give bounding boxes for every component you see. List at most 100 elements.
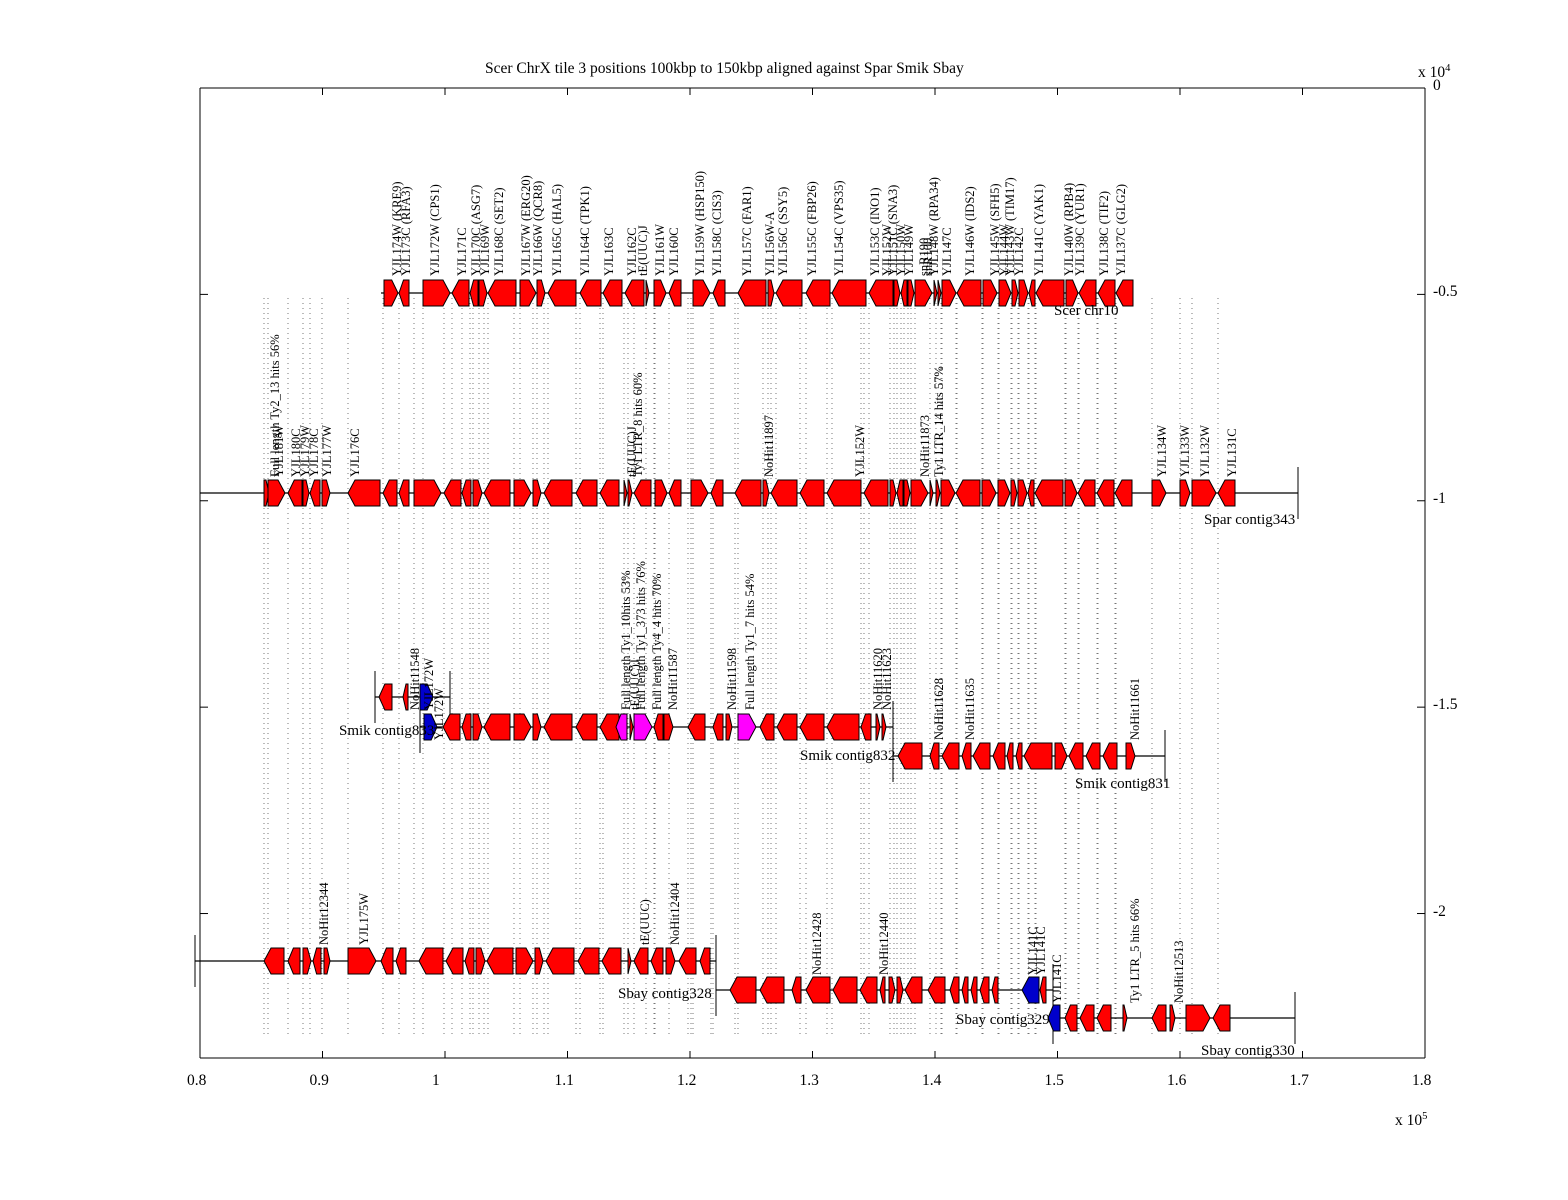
gene-arrow[interactable] <box>1125 742 1136 770</box>
gene-arrow[interactable] <box>461 713 472 741</box>
gene-arrow[interactable] <box>513 479 532 507</box>
gene-arrow[interactable] <box>889 479 897 507</box>
gene-arrow[interactable] <box>734 479 762 507</box>
gene-arrow[interactable] <box>775 279 803 307</box>
gene-arrow[interactable] <box>451 279 470 307</box>
gene-arrow[interactable] <box>791 976 802 1004</box>
gene-arrow[interactable] <box>1015 742 1023 770</box>
gene-arrow[interactable] <box>875 713 881 741</box>
gene-arrow[interactable] <box>799 713 825 741</box>
gene-arrow[interactable] <box>347 479 381 507</box>
gene-arrow[interactable] <box>668 479 682 507</box>
gene-arrow[interactable] <box>575 713 598 741</box>
gene-arrow[interactable] <box>623 479 628 507</box>
gene-arrow[interactable] <box>805 976 831 1004</box>
gene-arrow[interactable] <box>940 479 956 507</box>
gene-arrow[interactable] <box>935 479 941 507</box>
gene-arrow[interactable] <box>725 713 733 741</box>
gene-arrow[interactable] <box>1191 479 1217 507</box>
gene-arrow[interactable] <box>312 947 322 975</box>
gene-arrow[interactable] <box>1085 742 1101 770</box>
gene-arrow[interactable] <box>826 713 860 741</box>
gene-arrow[interactable] <box>1151 1004 1167 1032</box>
gene-arrow[interactable] <box>515 947 534 975</box>
gene-arrow[interactable] <box>1078 279 1097 307</box>
gene-arrow[interactable] <box>979 976 990 1004</box>
gene-arrow[interactable] <box>767 279 775 307</box>
gene-arrow[interactable] <box>1114 479 1133 507</box>
gene-arrow[interactable] <box>287 947 301 975</box>
gene-arrow[interactable] <box>654 479 668 507</box>
gene-arrow[interactable] <box>998 279 1012 307</box>
gene-arrow[interactable] <box>627 479 633 507</box>
gene-arrow[interactable] <box>897 742 923 770</box>
gene-arrow[interactable] <box>690 479 709 507</box>
gene-arrow[interactable] <box>805 279 831 307</box>
gene-arrow[interactable] <box>881 713 887 741</box>
gene-arrow[interactable] <box>398 279 410 307</box>
gene-arrow[interactable] <box>422 279 451 307</box>
gene-arrow[interactable] <box>929 479 934 507</box>
gene-arrow[interactable] <box>1011 279 1019 307</box>
gene-arrow[interactable] <box>534 947 544 975</box>
gene-arrow[interactable] <box>759 713 775 741</box>
gene-arrow[interactable] <box>903 479 911 507</box>
gene-arrow[interactable] <box>893 279 901 307</box>
gene-arrow[interactable] <box>513 713 532 741</box>
gene-arrow[interactable] <box>545 947 575 975</box>
gene-arrow[interactable] <box>519 279 537 307</box>
gene-arrow[interactable] <box>1169 1004 1176 1032</box>
gene-arrow[interactable] <box>445 947 464 975</box>
gene-arrow[interactable] <box>1027 479 1035 507</box>
gene-arrow[interactable] <box>982 279 998 307</box>
gene-arrow[interactable] <box>532 713 542 741</box>
gene-arrow[interactable] <box>543 479 573 507</box>
gene-arrow[interactable] <box>443 479 462 507</box>
gene-arrow[interactable] <box>770 479 798 507</box>
gene-arrow[interactable] <box>653 279 667 307</box>
gene-arrow[interactable] <box>1017 479 1028 507</box>
gene-arrow[interactable] <box>859 976 878 1004</box>
gene-arrow[interactable] <box>699 947 711 975</box>
gene-arrow[interactable] <box>879 976 886 1004</box>
gene-arrow[interactable] <box>904 976 923 1004</box>
gene-arrow[interactable] <box>323 947 331 975</box>
gene-arrow[interactable] <box>981 479 997 507</box>
gene-arrow[interactable] <box>907 279 915 307</box>
gene-arrow[interactable] <box>1035 279 1065 307</box>
gene-arrow[interactable] <box>1068 742 1084 770</box>
gene-arrow[interactable] <box>627 947 632 975</box>
gene-arrow[interactable] <box>423 713 438 741</box>
gene-arrow[interactable] <box>1034 479 1064 507</box>
gene-arrow[interactable] <box>868 279 894 307</box>
gene-arrow[interactable] <box>1064 1004 1078 1032</box>
gene-arrow[interactable] <box>687 713 706 741</box>
gene-arrow[interactable] <box>483 479 511 507</box>
gene-arrow[interactable] <box>1010 479 1018 507</box>
gene-arrow[interactable] <box>287 479 303 507</box>
gene-arrow[interactable] <box>759 976 785 1004</box>
gene-arrow[interactable] <box>633 713 653 741</box>
gene-arrow[interactable] <box>382 479 398 507</box>
gene-arrow[interactable] <box>831 279 867 307</box>
gene-arrow[interactable] <box>1122 1004 1128 1032</box>
gene-arrow[interactable] <box>900 279 908 307</box>
gene-arrow[interactable] <box>1096 479 1115 507</box>
gene-arrow[interactable] <box>487 279 517 307</box>
gene-arrow[interactable] <box>941 279 957 307</box>
gene-arrow[interactable] <box>955 479 981 507</box>
gene-arrow[interactable] <box>712 279 726 307</box>
gene-arrow[interactable] <box>860 713 872 741</box>
gene-arrow[interactable] <box>380 947 394 975</box>
gene-arrow[interactable] <box>577 947 600 975</box>
gene-arrow[interactable] <box>1097 279 1116 307</box>
gene-arrow[interactable] <box>645 279 650 307</box>
gene-arrow[interactable] <box>483 713 511 741</box>
gene-arrow[interactable] <box>997 479 1011 507</box>
gene-arrow[interactable] <box>737 713 757 741</box>
gene-arrow[interactable] <box>418 947 444 975</box>
gene-arrow[interactable] <box>653 713 664 741</box>
gene-arrow[interactable] <box>863 479 889 507</box>
gene-arrow[interactable] <box>633 479 652 507</box>
gene-arrow[interactable] <box>668 279 682 307</box>
